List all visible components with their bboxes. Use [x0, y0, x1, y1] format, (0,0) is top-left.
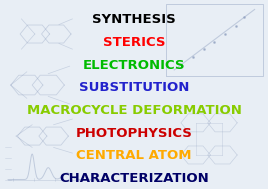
Text: SUBSTITUTION: SUBSTITUTION [79, 81, 189, 94]
Text: SYNTHESIS: SYNTHESIS [92, 13, 176, 26]
Text: ELECTRONICS: ELECTRONICS [83, 59, 185, 72]
Text: STERICS: STERICS [103, 36, 165, 49]
Text: CHARACTERIZATION: CHARACTERIZATION [59, 172, 209, 185]
Text: PHOTOPHYSICS: PHOTOPHYSICS [76, 127, 192, 140]
Text: MACROCYCLE DEFORMATION: MACROCYCLE DEFORMATION [27, 104, 241, 117]
Text: CENTRAL ATOM: CENTRAL ATOM [76, 149, 192, 162]
